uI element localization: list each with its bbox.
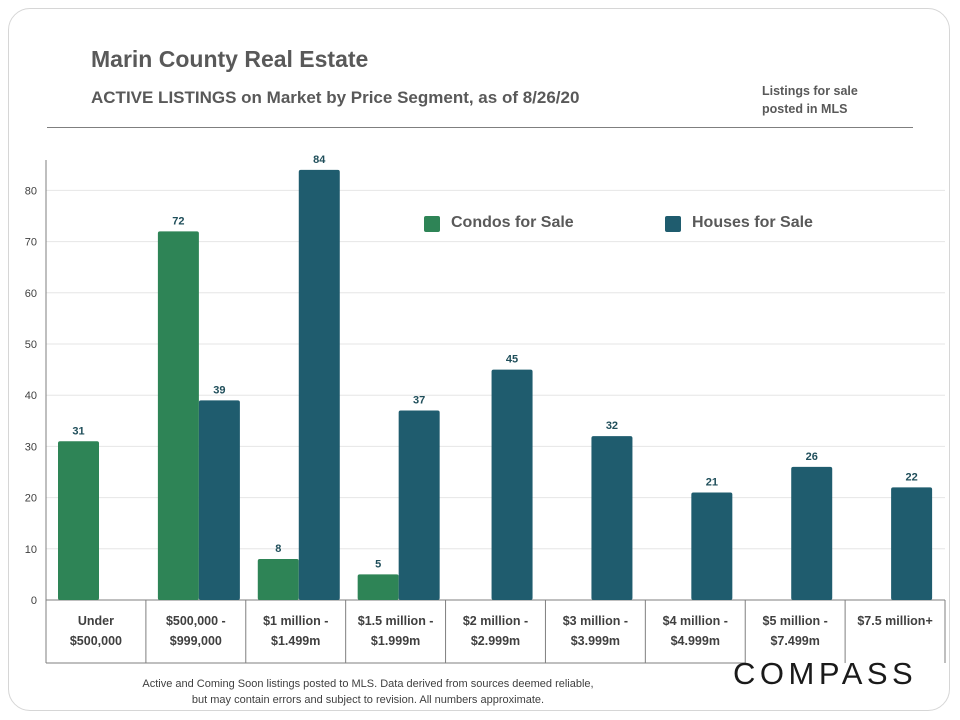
x-tick-label: $7.499m — [770, 634, 819, 648]
footer-line-1: Active and Coming Soon listings posted t… — [142, 678, 594, 690]
x-tick-label: $500,000 — [70, 634, 122, 648]
data-label: 39 — [213, 384, 225, 396]
page-title: Marin County Real Estate — [91, 46, 369, 72]
legend-swatch-condos — [424, 216, 440, 232]
y-tick-label: 50 — [25, 339, 37, 351]
house-bar — [198, 400, 240, 600]
y-tick-label: 30 — [25, 441, 37, 453]
house-bar — [491, 369, 533, 600]
x-tick-label: $2 million - — [463, 614, 528, 628]
condo-bar — [357, 574, 399, 600]
y-tick-label: 80 — [25, 185, 37, 197]
data-label: 37 — [413, 395, 425, 407]
x-tick-label: $1.499m — [271, 634, 320, 648]
y-tick-label: 10 — [25, 544, 37, 556]
legend-label-houses: Houses for Sale — [692, 214, 813, 231]
y-tick-label: 20 — [25, 493, 37, 505]
y-tick-label: 40 — [25, 390, 37, 402]
x-tick-label: $5 million - — [763, 614, 828, 628]
x-tick-label: $3.999m — [571, 634, 620, 648]
x-tick-label: $500,000 - — [166, 614, 226, 628]
x-tick-label: $1.5 million - — [358, 614, 434, 628]
house-bar — [398, 410, 440, 600]
data-label: 32 — [606, 420, 618, 432]
data-label: 8 — [275, 543, 281, 555]
condo-bar — [257, 559, 299, 600]
source-note-line-2: posted in MLS — [762, 102, 848, 116]
data-label: 5 — [375, 558, 381, 570]
compass-logo: COMPASS — [733, 656, 918, 691]
x-tick-label: $2.999m — [471, 634, 520, 648]
data-label: 31 — [72, 425, 84, 437]
footer-line-2: but may contain errors and subject to re… — [191, 694, 545, 706]
page-subtitle: ACTIVE LISTINGS on Market by Price Segme… — [91, 88, 580, 107]
x-tick-label: $7.5 million+ — [857, 614, 932, 628]
x-tick-label: $1.999m — [371, 634, 420, 648]
data-label: 21 — [706, 476, 718, 488]
house-bar — [591, 436, 633, 600]
source-note: Listings for sale posted in MLS — [762, 82, 902, 118]
x-tick-label: $3 million - — [563, 614, 628, 628]
condo-bar — [58, 441, 99, 600]
x-tick-label: $999,000 — [170, 634, 222, 648]
house-bar — [791, 466, 833, 600]
y-tick-label: 70 — [25, 237, 37, 249]
header-divider — [47, 127, 913, 128]
house-bar — [691, 492, 733, 600]
footer-disclaimer: Active and Coming Soon listings posted t… — [88, 676, 648, 708]
y-tick-label: 60 — [25, 288, 37, 300]
source-note-line-1: Listings for sale — [762, 84, 858, 98]
x-tick-label: $4 million - — [663, 614, 728, 628]
x-tick-label: $1 million - — [263, 614, 328, 628]
data-label: 84 — [313, 154, 326, 166]
x-tick-label: $4.999m — [671, 634, 720, 648]
condo-bar — [157, 231, 199, 601]
data-label: 45 — [506, 354, 518, 366]
house-bar — [891, 487, 933, 600]
legend-swatch-houses — [665, 216, 681, 232]
house-bar — [298, 169, 340, 601]
x-tick-label: Under — [78, 614, 114, 628]
data-label: 22 — [905, 471, 917, 483]
y-tick-label: 0 — [31, 595, 37, 607]
data-label: 26 — [806, 451, 818, 463]
legend-label-condos: Condos for Sale — [451, 214, 574, 231]
data-label: 72 — [172, 215, 184, 227]
